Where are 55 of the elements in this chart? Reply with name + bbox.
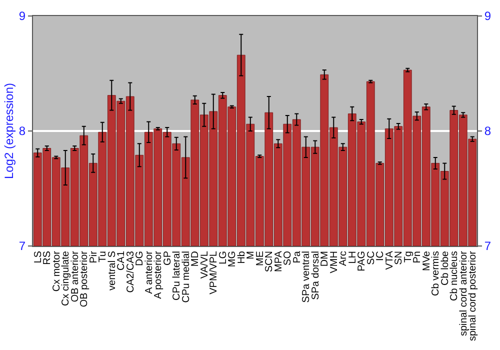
x-tick-label: Cb vermis — [430, 251, 442, 296]
y2-tick-label: 9 — [484, 9, 492, 24]
x-tick-label: CPu lateral — [172, 251, 183, 300]
x-tick-label: A posterior — [153, 250, 164, 299]
x-tick-label: PAG — [356, 250, 368, 272]
x-tick-label: OB anterior — [70, 250, 81, 302]
x-tick-label: SPa dorsal — [310, 251, 322, 300]
x-tick-label: LG — [218, 250, 229, 264]
x-tick-label: M — [246, 251, 257, 260]
x-tick-label: SC — [366, 251, 377, 265]
x-tick-label: SN — [394, 251, 405, 265]
y2-tick-label: 8 — [484, 124, 492, 138]
x-tick-label: IC — [375, 251, 386, 261]
x-tick-label: LS — [32, 250, 44, 264]
x-tick-label: spinal cord anterior — [458, 250, 470, 336]
x-tick-label: A anterior — [144, 250, 155, 294]
x-tick-label: Cb lobe — [440, 250, 451, 286]
x-tick-label: VPM/VPL — [208, 250, 220, 294]
x-tick-label: VA/VL — [199, 250, 210, 279]
x-tick-label: Arc — [338, 251, 350, 266]
x-tick-label: VTA — [384, 250, 396, 270]
x-tick-label: CPu medial — [180, 251, 192, 303]
x-tick-label: MVe — [421, 250, 432, 272]
x-tick-label: Cx cingulate — [60, 250, 72, 306]
x-tick-label: RS — [42, 250, 54, 265]
x-tick-label: SPa ventral — [301, 251, 312, 303]
x-tick-label: DG — [134, 250, 146, 266]
x-tick-label: spinal cord posterior — [468, 250, 479, 342]
x-tick-label: GP — [162, 250, 174, 266]
x-tick-label: Hb — [236, 250, 248, 264]
x-tick-label: SCN — [264, 251, 276, 272]
y-tick-label: 8 — [18, 124, 26, 138]
x-tick-label: MD — [190, 251, 202, 267]
x-tick-label: DM — [320, 251, 331, 267]
x-tick-label: VMH — [328, 251, 340, 274]
x-tick-label: SO — [282, 250, 294, 266]
x-tick-label: Pa — [292, 250, 303, 264]
x-tick-label: ventral S — [106, 250, 118, 290]
x-tick-label: Pn — [412, 251, 424, 264]
x-tick-label: Cb nucleus — [449, 251, 460, 302]
x-tick-label: LH — [347, 251, 358, 264]
x-tick-label: OB posterior — [79, 250, 90, 308]
y-tick-label: 9 — [18, 9, 26, 24]
x-tick-label: CA1 — [116, 250, 128, 270]
x-tick-label: Pir — [88, 250, 100, 264]
y-tick-label: 7 — [18, 239, 26, 254]
x-tick-label: Tu — [98, 251, 109, 262]
x-tick-label: Cx motor — [51, 250, 62, 292]
x-tick-label: Tg — [402, 251, 414, 263]
x-tick-label: MPA — [273, 250, 284, 272]
x-tick-label: ME — [254, 250, 266, 266]
x-tick-label: CA2/CA3 — [125, 250, 136, 293]
y2-tick-label: 7 — [484, 239, 492, 254]
x-tick-label: MG — [227, 250, 238, 268]
y-axis-title: Log2 (expression) — [2, 82, 16, 180]
